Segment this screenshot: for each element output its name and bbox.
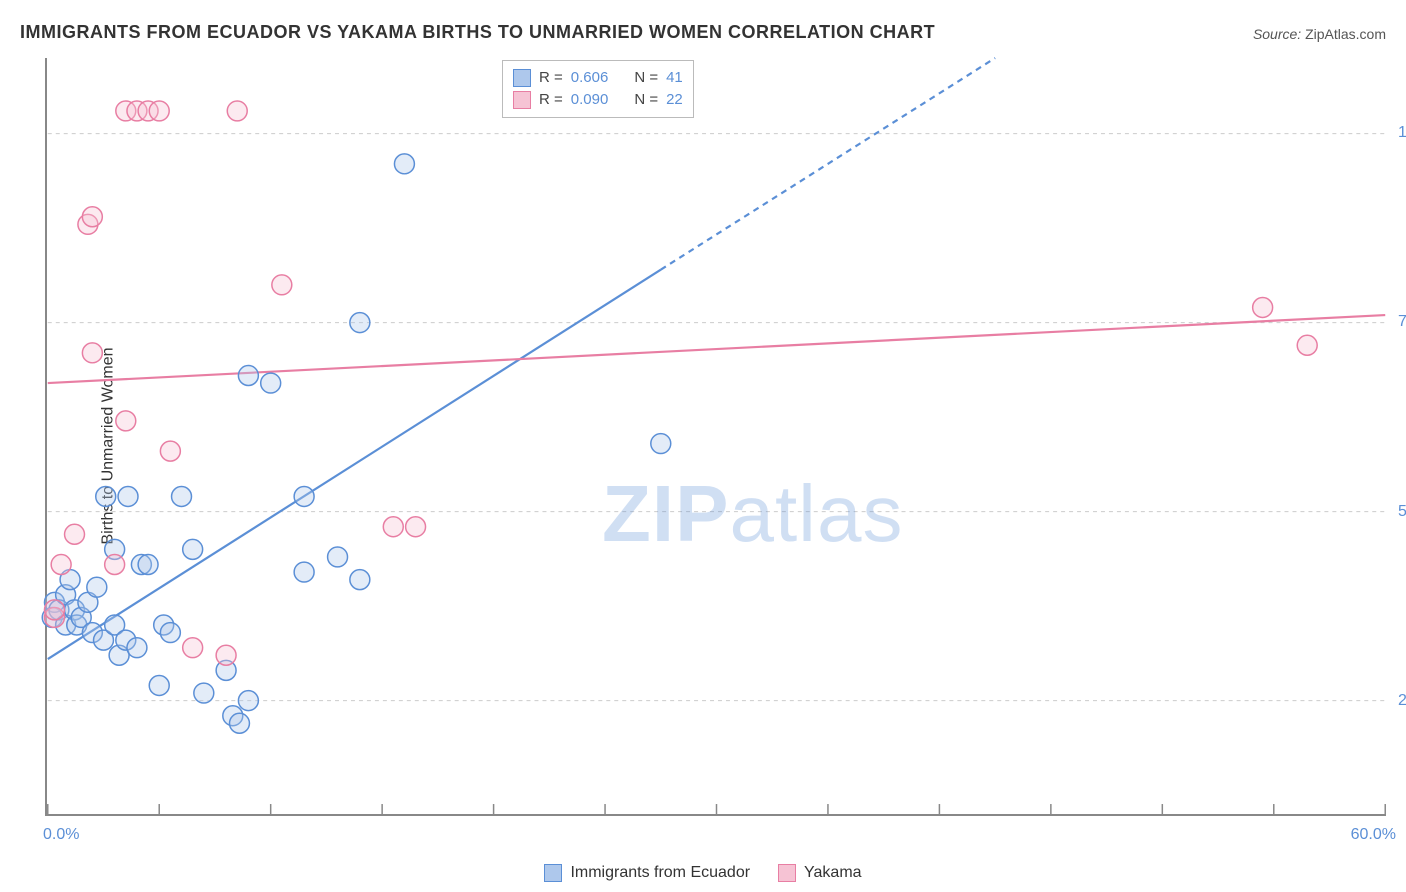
legend-swatch — [544, 864, 562, 882]
plot-area: R =0.606N =41R =0.090N =22 ZIPatlas 25.0… — [45, 58, 1386, 816]
legend-n-label: N = — [634, 67, 658, 89]
source-label: Source: — [1253, 26, 1301, 42]
legend-n-value: 22 — [666, 89, 683, 111]
legend-r-value: 0.606 — [571, 67, 609, 89]
watermark-rest: atlas — [729, 469, 903, 558]
legend-top-row: R = 0.606 N = 41 — [513, 67, 683, 89]
legend-bottom-item: Immigrants from Ecuador — [544, 864, 750, 882]
legend-series-label: Immigrants from Ecuador — [570, 864, 750, 882]
legend-swatch — [778, 864, 796, 882]
y-tick-label: 100.0% — [1398, 124, 1406, 142]
legend-series-label: Yakama — [804, 864, 862, 882]
source-name: ZipAtlas.com — [1305, 26, 1386, 42]
chart-svg — [47, 58, 1386, 814]
x-tick-label: 60.0% — [1351, 826, 1396, 844]
legend-r-label: R = — [539, 89, 563, 111]
source-attribution: Source: ZipAtlas.com — [1253, 26, 1386, 42]
y-tick-label: 50.0% — [1398, 503, 1406, 521]
y-tick-label: 25.0% — [1398, 692, 1406, 710]
legend-swatch — [513, 91, 531, 109]
legend-n-label: N = — [634, 89, 658, 111]
x-tick-label: 0.0% — [43, 826, 79, 844]
chart-title: IMMIGRANTS FROM ECUADOR VS YAKAMA BIRTHS… — [20, 22, 935, 43]
legend-swatch — [513, 69, 531, 87]
legend-n-value: 41 — [666, 67, 683, 89]
legend-r-label: R = — [539, 67, 563, 89]
legend-bottom-item: Yakama — [778, 864, 862, 882]
y-tick-label: 75.0% — [1398, 313, 1406, 331]
legend-bottom: Immigrants from Ecuador Yakama — [0, 864, 1406, 882]
watermark-bold: ZIP — [602, 469, 729, 558]
legend-top-row: R = 0.090 N = 22 — [513, 89, 683, 111]
watermark: ZIPatlas — [602, 468, 903, 560]
legend-r-value: 0.090 — [571, 89, 609, 111]
legend-top: R = 0.606 N = 41 R = 0.090 N = 22 — [502, 60, 694, 118]
